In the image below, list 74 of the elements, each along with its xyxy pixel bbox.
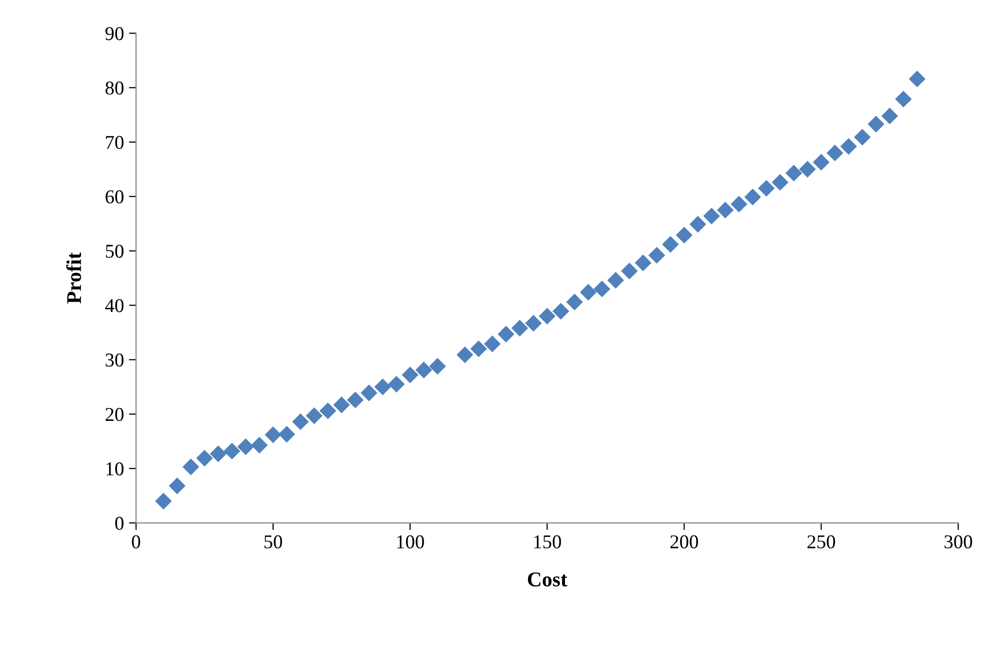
point xyxy=(292,413,309,430)
point xyxy=(346,392,364,408)
point xyxy=(470,340,487,358)
point xyxy=(772,174,788,191)
point xyxy=(730,196,748,212)
y-tick-label: 90 xyxy=(105,27,124,40)
point xyxy=(703,208,720,224)
point xyxy=(868,116,884,132)
point xyxy=(854,128,871,146)
point xyxy=(182,458,200,476)
point xyxy=(511,320,528,336)
point xyxy=(799,160,816,178)
y-tick-label: 30 xyxy=(106,354,124,367)
x-axis-title: Cost xyxy=(528,572,568,586)
point xyxy=(580,284,597,301)
point xyxy=(320,402,336,420)
point xyxy=(716,202,734,218)
y-tick-label: 10 xyxy=(106,462,124,476)
y-tick-label: 50 xyxy=(106,244,124,258)
point xyxy=(621,262,638,280)
point xyxy=(196,450,213,467)
point xyxy=(826,144,844,162)
y-tick-label: 80 xyxy=(106,81,124,95)
point xyxy=(374,378,392,396)
point xyxy=(429,358,446,375)
y-tick-label: 20 xyxy=(106,408,124,422)
point xyxy=(388,376,405,393)
y-tick-label: 0 xyxy=(115,516,124,530)
point xyxy=(155,492,172,510)
y-tick-label: 70 xyxy=(106,136,124,149)
point xyxy=(360,384,378,402)
x-tick-label: 300 xyxy=(944,535,972,548)
point xyxy=(415,362,432,378)
point xyxy=(566,294,583,310)
point xyxy=(525,314,542,332)
point xyxy=(498,326,514,342)
point xyxy=(278,426,296,443)
y-tick-label: 40 xyxy=(105,299,124,312)
point xyxy=(840,138,857,155)
x-tick-label: 50 xyxy=(264,535,282,548)
point xyxy=(744,188,762,206)
y-tick-label: 60 xyxy=(106,190,124,204)
point xyxy=(785,164,802,182)
point xyxy=(306,407,323,424)
x-tick-label: 200 xyxy=(670,535,698,548)
y-axis-title: Profit xyxy=(66,252,82,304)
point xyxy=(594,280,610,298)
point xyxy=(402,366,418,384)
point xyxy=(456,346,474,364)
point xyxy=(237,438,254,456)
point xyxy=(484,336,501,352)
point xyxy=(895,90,912,108)
point xyxy=(676,226,693,244)
point xyxy=(758,180,775,197)
x-tick-label: 100 xyxy=(397,535,424,548)
point xyxy=(812,154,830,171)
point xyxy=(607,272,624,289)
point xyxy=(648,246,666,264)
x-tick-label: 150 xyxy=(534,535,561,548)
point xyxy=(264,426,282,444)
point xyxy=(634,254,652,272)
point xyxy=(552,302,570,320)
point xyxy=(662,236,679,253)
x-tick-label: 0 xyxy=(132,535,140,548)
point xyxy=(881,108,898,124)
point xyxy=(690,216,706,233)
x-tick-label: 250 xyxy=(807,535,836,548)
point xyxy=(251,436,268,454)
point xyxy=(168,478,186,494)
point xyxy=(333,396,350,414)
point xyxy=(908,70,926,88)
point xyxy=(538,308,556,325)
point xyxy=(224,442,240,460)
point xyxy=(210,445,227,462)
